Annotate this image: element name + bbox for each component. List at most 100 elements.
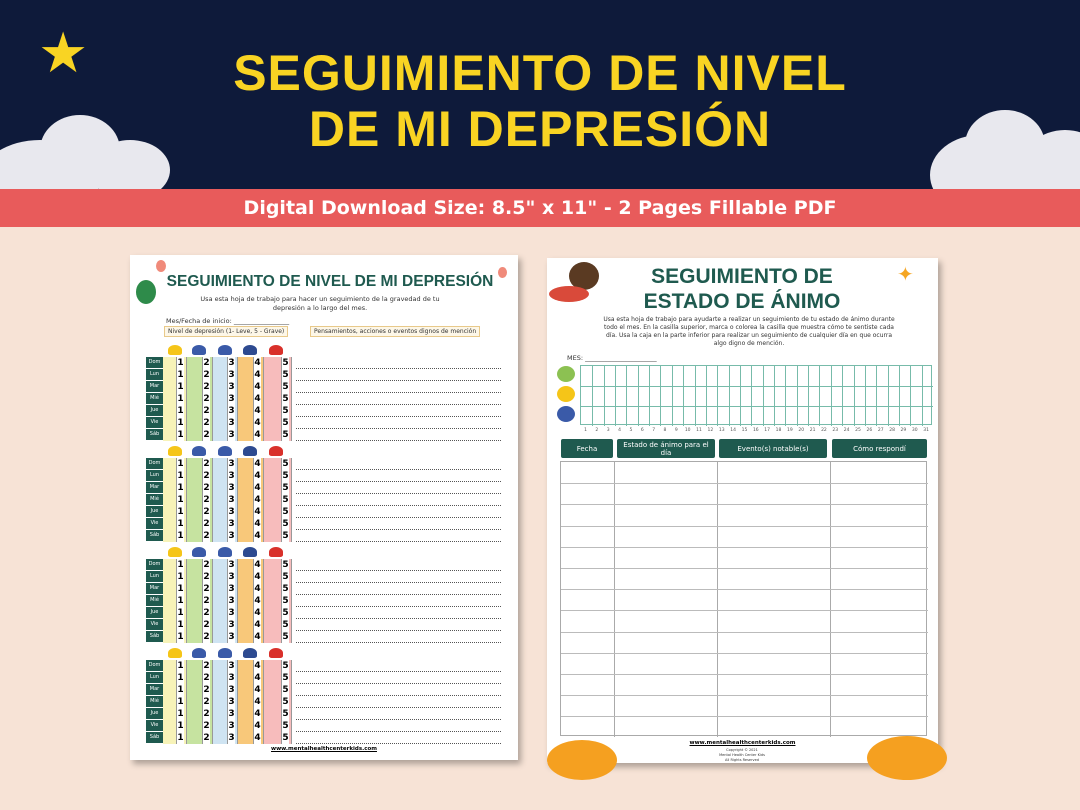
- notes-line[interactable]: [296, 541, 501, 542]
- level-cell[interactable]: 5: [264, 458, 292, 470]
- level-cell[interactable]: 1: [163, 708, 187, 720]
- level-cell[interactable]: 3: [213, 530, 238, 542]
- level-cell[interactable]: 4: [238, 583, 264, 595]
- level-cell[interactable]: 2: [187, 458, 213, 470]
- level-cell[interactable]: 4: [238, 369, 264, 381]
- level-cell[interactable]: 2: [187, 429, 213, 441]
- level-cell[interactable]: 3: [213, 417, 238, 429]
- level-cell[interactable]: 5: [264, 720, 292, 732]
- level-cell[interactable]: 2: [187, 559, 213, 571]
- level-cell[interactable]: 2: [187, 595, 213, 607]
- level-cell[interactable]: 4: [238, 672, 264, 684]
- level-cell[interactable]: 3: [213, 429, 238, 441]
- level-cell[interactable]: 1: [163, 530, 187, 542]
- level-cell[interactable]: 5: [264, 518, 292, 530]
- level-cell[interactable]: 4: [238, 619, 264, 631]
- level-cell[interactable]: 1: [163, 631, 187, 643]
- level-cell[interactable]: 2: [187, 684, 213, 696]
- level-cell[interactable]: 4: [238, 684, 264, 696]
- level-cell[interactable]: 2: [187, 708, 213, 720]
- level-cell[interactable]: 3: [213, 381, 238, 393]
- level-cell[interactable]: 3: [213, 660, 238, 672]
- level-cell[interactable]: 2: [187, 369, 213, 381]
- level-cell[interactable]: 4: [238, 494, 264, 506]
- level-cell[interactable]: 2: [187, 482, 213, 494]
- level-cell[interactable]: 4: [238, 595, 264, 607]
- level-cell[interactable]: 2: [187, 417, 213, 429]
- level-cell[interactable]: 3: [213, 619, 238, 631]
- level-cell[interactable]: 3: [213, 518, 238, 530]
- level-cell[interactable]: 4: [238, 708, 264, 720]
- level-cell[interactable]: 1: [163, 458, 187, 470]
- notes-line[interactable]: [296, 428, 501, 429]
- level-cell[interactable]: 4: [238, 732, 264, 744]
- level-cell[interactable]: 2: [187, 470, 213, 482]
- table-row[interactable]: [561, 504, 928, 506]
- level-cell[interactable]: 3: [213, 595, 238, 607]
- level-cell[interactable]: 1: [163, 417, 187, 429]
- level-cell[interactable]: 5: [264, 732, 292, 744]
- level-cell[interactable]: 1: [163, 619, 187, 631]
- level-cell[interactable]: 5: [264, 417, 292, 429]
- table-row[interactable]: [561, 631, 928, 633]
- level-cell[interactable]: 3: [213, 458, 238, 470]
- notes-line[interactable]: [296, 481, 501, 482]
- level-cell[interactable]: 1: [163, 357, 187, 369]
- level-cell[interactable]: 1: [163, 470, 187, 482]
- level-cell[interactable]: 2: [187, 518, 213, 530]
- level-cell[interactable]: 5: [264, 559, 292, 571]
- level-cell[interactable]: 2: [187, 720, 213, 732]
- level-cell[interactable]: 1: [163, 559, 187, 571]
- level-cell[interactable]: 5: [264, 429, 292, 441]
- level-cell[interactable]: 4: [238, 482, 264, 494]
- level-cell[interactable]: 4: [238, 357, 264, 369]
- notes-line[interactable]: [296, 630, 501, 631]
- level-cell[interactable]: 5: [264, 631, 292, 643]
- table-row[interactable]: [561, 568, 928, 569]
- level-cell[interactable]: 3: [213, 470, 238, 482]
- mood-grid[interactable]: [580, 365, 933, 426]
- notes-line[interactable]: [296, 493, 501, 494]
- level-cell[interactable]: 1: [163, 405, 187, 417]
- level-cell[interactable]: 4: [238, 696, 264, 708]
- level-cell[interactable]: 3: [213, 482, 238, 494]
- level-cell[interactable]: 2: [187, 696, 213, 708]
- level-cell[interactable]: 4: [238, 429, 264, 441]
- level-cell[interactable]: 4: [238, 571, 264, 583]
- level-cell[interactable]: 5: [264, 696, 292, 708]
- notes-line[interactable]: [296, 743, 501, 744]
- level-cell[interactable]: 3: [213, 405, 238, 417]
- level-cell[interactable]: 5: [264, 470, 292, 482]
- table-row[interactable]: [561, 610, 928, 612]
- table-row[interactable]: [561, 695, 928, 697]
- level-cell[interactable]: 3: [213, 684, 238, 696]
- level-cell[interactable]: 3: [213, 583, 238, 595]
- notes-line[interactable]: [296, 606, 501, 607]
- level-cell[interactable]: 1: [163, 583, 187, 595]
- level-cell[interactable]: 1: [163, 506, 187, 518]
- notes-line[interactable]: [296, 618, 501, 619]
- level-cell[interactable]: 3: [213, 672, 238, 684]
- level-cell[interactable]: 4: [238, 559, 264, 571]
- level-cell[interactable]: 3: [213, 607, 238, 619]
- table-row[interactable]: [561, 589, 928, 591]
- level-cell[interactable]: 2: [187, 660, 213, 672]
- level-cell[interactable]: 4: [238, 506, 264, 518]
- table-row[interactable]: [561, 716, 928, 718]
- table-row[interactable]: [561, 525, 928, 527]
- level-cell[interactable]: 1: [163, 429, 187, 441]
- month-field[interactable]: MES: ______________________: [567, 354, 657, 362]
- notes-line[interactable]: [296, 517, 501, 518]
- level-cell[interactable]: 2: [187, 494, 213, 506]
- level-cell[interactable]: 3: [213, 720, 238, 732]
- level-cell[interactable]: 4: [238, 607, 264, 619]
- level-cell[interactable]: 1: [163, 482, 187, 494]
- notes-line[interactable]: [296, 570, 501, 571]
- notes-line[interactable]: [296, 505, 501, 506]
- level-cell[interactable]: 2: [187, 530, 213, 542]
- level-cell[interactable]: 4: [238, 470, 264, 482]
- level-cell[interactable]: 2: [187, 631, 213, 643]
- level-cell[interactable]: 5: [264, 494, 292, 506]
- level-cell[interactable]: 1: [163, 381, 187, 393]
- level-cell[interactable]: 5: [264, 530, 292, 542]
